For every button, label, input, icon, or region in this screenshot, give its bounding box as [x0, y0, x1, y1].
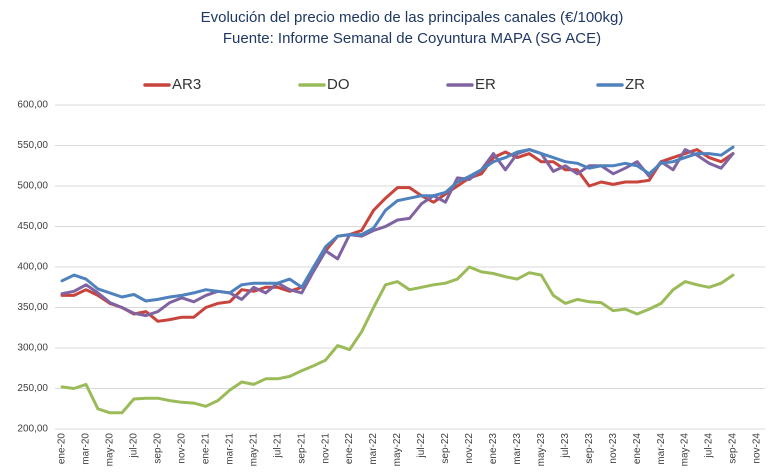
series-line	[60, 265, 735, 415]
legend-label: AR3	[172, 76, 201, 93]
x-tick-label: may-22	[392, 433, 403, 467]
series-line	[60, 148, 735, 323]
legend-label: ER	[475, 76, 496, 93]
x-tick-label: nov-22	[464, 433, 475, 464]
x-tick-label: sep-21	[296, 433, 307, 464]
x-tick-label: may-21	[248, 433, 259, 467]
y-tick-label: 550,00	[17, 140, 48, 151]
legend-label: DO	[327, 76, 350, 93]
y-tick-label: 250,00	[17, 383, 48, 394]
x-tick-label: jul-20	[129, 433, 140, 459]
x-tick-label: jul-23	[560, 433, 571, 459]
y-tick-label: 300,00	[17, 343, 48, 354]
x-tick-label: mar-24	[656, 433, 667, 465]
x-tick-label: mar-20	[81, 433, 92, 465]
x-tick-label: mar-23	[512, 433, 523, 465]
x-tick-label: sep-24	[728, 433, 739, 464]
y-tick-label: 350,00	[17, 302, 48, 313]
y-tick-label: 600,00	[17, 100, 48, 111]
x-tick-label: may-20	[105, 433, 116, 467]
chart-title: Evolución del precio medio de las princi…	[201, 9, 624, 26]
series-line	[60, 148, 735, 318]
y-tick-label: 200,00	[17, 424, 48, 435]
x-tick-label: nov-21	[320, 433, 331, 464]
x-tick-label: ene-20	[57, 433, 68, 465]
x-tick-label: ene-21	[200, 433, 211, 465]
series-line	[60, 145, 735, 303]
x-tick-label: ene-22	[344, 433, 355, 465]
x-tick-label: nov-23	[608, 433, 619, 464]
x-tick-label: jul-24	[704, 433, 715, 459]
x-tick-label: jul-22	[416, 433, 427, 459]
x-tick-label: mar-21	[224, 433, 235, 465]
x-tick-label: ene-23	[488, 433, 499, 465]
x-tick-label: ene-24	[632, 433, 643, 465]
chart-subtitle: Fuente: Informe Semanal de Coyuntura MAP…	[223, 30, 601, 47]
x-tick-label: nov-20	[176, 433, 187, 464]
x-tick-label: jul-21	[272, 433, 283, 459]
y-tick-label: 450,00	[17, 221, 48, 232]
x-tick-label: sep-22	[440, 433, 451, 464]
x-tick-label: sep-23	[584, 433, 595, 464]
x-tick-label: may-24	[680, 433, 691, 467]
x-tick-label: may-23	[536, 433, 547, 467]
x-tick-label: nov-24	[752, 433, 763, 464]
x-tick-label: sep-20	[153, 433, 164, 464]
x-tick-label: mar-22	[368, 433, 379, 465]
y-tick-label: 500,00	[17, 181, 48, 192]
legend-label: ZR	[625, 76, 645, 93]
y-tick-label: 400,00	[17, 262, 48, 273]
